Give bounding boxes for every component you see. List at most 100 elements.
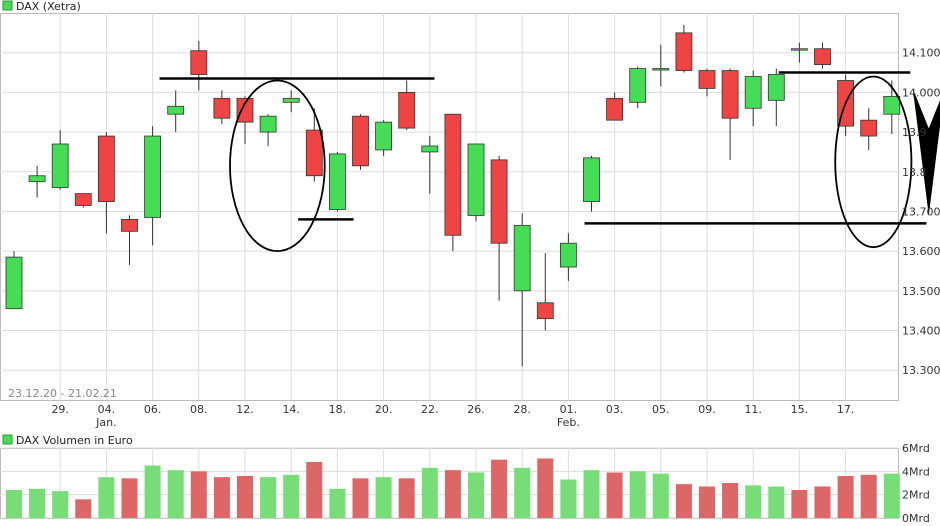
volume-y-axis: 0Mrd 2Mrd 4Mrd 6Mrd (902, 442, 930, 525)
candle-down (675, 24, 693, 73)
candle-body (560, 242, 577, 268)
volume-bar (768, 486, 785, 518)
candle-up (144, 126, 162, 246)
candle-down (444, 113, 462, 252)
candle-up (259, 114, 277, 146)
candle-body (744, 76, 762, 109)
volume-chart-title: DAX Volumen in Euro (16, 434, 133, 447)
candle-body (167, 105, 185, 115)
volume-bar (329, 488, 346, 518)
candle-body (236, 97, 254, 123)
volume-bars (6, 458, 900, 518)
candle-body (444, 113, 462, 236)
volume-bar (606, 472, 623, 518)
candle-body (698, 70, 716, 89)
candle-down (305, 108, 323, 182)
x-tick-label: 20. (375, 403, 393, 416)
volume-bar (444, 470, 461, 518)
volume-bar (468, 472, 484, 518)
volume-bar (167, 470, 184, 518)
candle-up (583, 155, 600, 212)
price-chart-title: DAX (Xetra) (16, 0, 81, 13)
y-tick-label: 14.100 (902, 47, 940, 60)
candle-body (352, 115, 369, 167)
volume-bar (52, 491, 69, 518)
candle-body (74, 193, 92, 206)
volume-bar (75, 499, 92, 518)
volume-bar (375, 477, 392, 518)
volume-bar (699, 486, 715, 518)
candle-body (421, 145, 439, 153)
x-tick-label: 26. (467, 403, 485, 416)
candle-body (5, 256, 23, 310)
candle-down (98, 132, 115, 234)
volume-bar (629, 471, 646, 518)
volume-bar (537, 458, 554, 518)
candle-up (791, 42, 808, 63)
candle-up (467, 143, 485, 222)
x-tick-label: 22. (421, 403, 439, 416)
candle-down (121, 215, 138, 266)
price-panel: 13.300 13.400 13.500 13.600 13.700 13.8 13.9 14… (0, 0, 940, 429)
volume-bar (791, 490, 808, 518)
volume-y-tick-label: 2Mrd (902, 489, 930, 502)
candle-body (467, 143, 485, 216)
volume-panel: DAX Volumen in Euro 0Mrd 2Mrd 4Mrd 6Mrd (0, 434, 930, 525)
candle-body (190, 50, 208, 75)
candle-body (721, 70, 739, 119)
x-tick-label: 03. (606, 403, 624, 416)
highlight-ellipse (834, 75, 913, 249)
candle-body (606, 97, 623, 121)
volume-bar (306, 462, 323, 518)
candle-body (144, 135, 162, 218)
candle-up (744, 70, 762, 127)
candle-up (328, 151, 346, 212)
candle-up (629, 66, 647, 109)
volume-bar (814, 486, 831, 518)
candle-up (51, 130, 69, 190)
volume-bar (652, 473, 669, 518)
x-tick-label: 11. (744, 403, 762, 416)
candle-down (190, 40, 208, 91)
candle-down (74, 193, 92, 208)
x-tick-label: 29. (51, 403, 69, 416)
candle-body (213, 97, 231, 119)
candle-body (883, 95, 901, 115)
volume-bar (29, 488, 46, 518)
candle-body (259, 115, 277, 133)
candle-body (305, 129, 323, 177)
volume-legend-swatch (2, 434, 13, 445)
volume-bar (883, 473, 900, 518)
candle-body (629, 68, 647, 103)
price-candles (5, 24, 901, 367)
candle-body (98, 135, 115, 202)
candle-body (791, 48, 808, 51)
volume-bar (213, 477, 230, 518)
x-tick-label: 15. (791, 403, 809, 416)
x-tick-label: 05. (652, 403, 670, 416)
volume-bar (98, 477, 115, 518)
x-axis: 29. 04.Jan. 06. 08. 12. 14. 18. 20. 22. 26. 28. 01.… (51, 403, 854, 429)
candle-down (606, 92, 623, 121)
price-annotations (159, 71, 940, 253)
candle-body (860, 119, 878, 137)
candle-up (421, 136, 439, 194)
volume-bar (190, 471, 207, 518)
volume-bar (491, 459, 508, 518)
x-tick-label: 28. (513, 403, 531, 416)
candle-up (167, 90, 185, 133)
price-y-axis: 13.300 13.400 13.500 13.600 13.700 13.8 13.9 14… (902, 47, 940, 378)
candle-body (282, 97, 300, 103)
x-tick-label: 14. (282, 403, 300, 416)
highlight-ellipse (229, 79, 326, 253)
volume-bar (860, 474, 877, 518)
candle-body (121, 218, 138, 232)
candle-body (513, 224, 531, 292)
candle-body (767, 74, 785, 101)
volume-bar (121, 478, 138, 518)
x-tick-label: 17. (837, 403, 855, 416)
y-tick-label: 13.600 (902, 245, 940, 258)
candle-body (28, 175, 46, 183)
y-tick-label: 13.8 (902, 166, 927, 179)
candle-up (282, 90, 300, 113)
